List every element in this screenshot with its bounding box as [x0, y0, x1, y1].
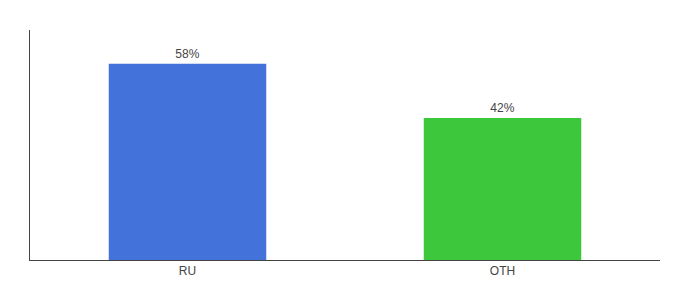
svg-text:58%: 58% — [175, 47, 199, 61]
svg-text:RU: RU — [179, 264, 196, 278]
svg-text:42%: 42% — [490, 101, 514, 115]
svg-text:OTH: OTH — [490, 264, 515, 278]
